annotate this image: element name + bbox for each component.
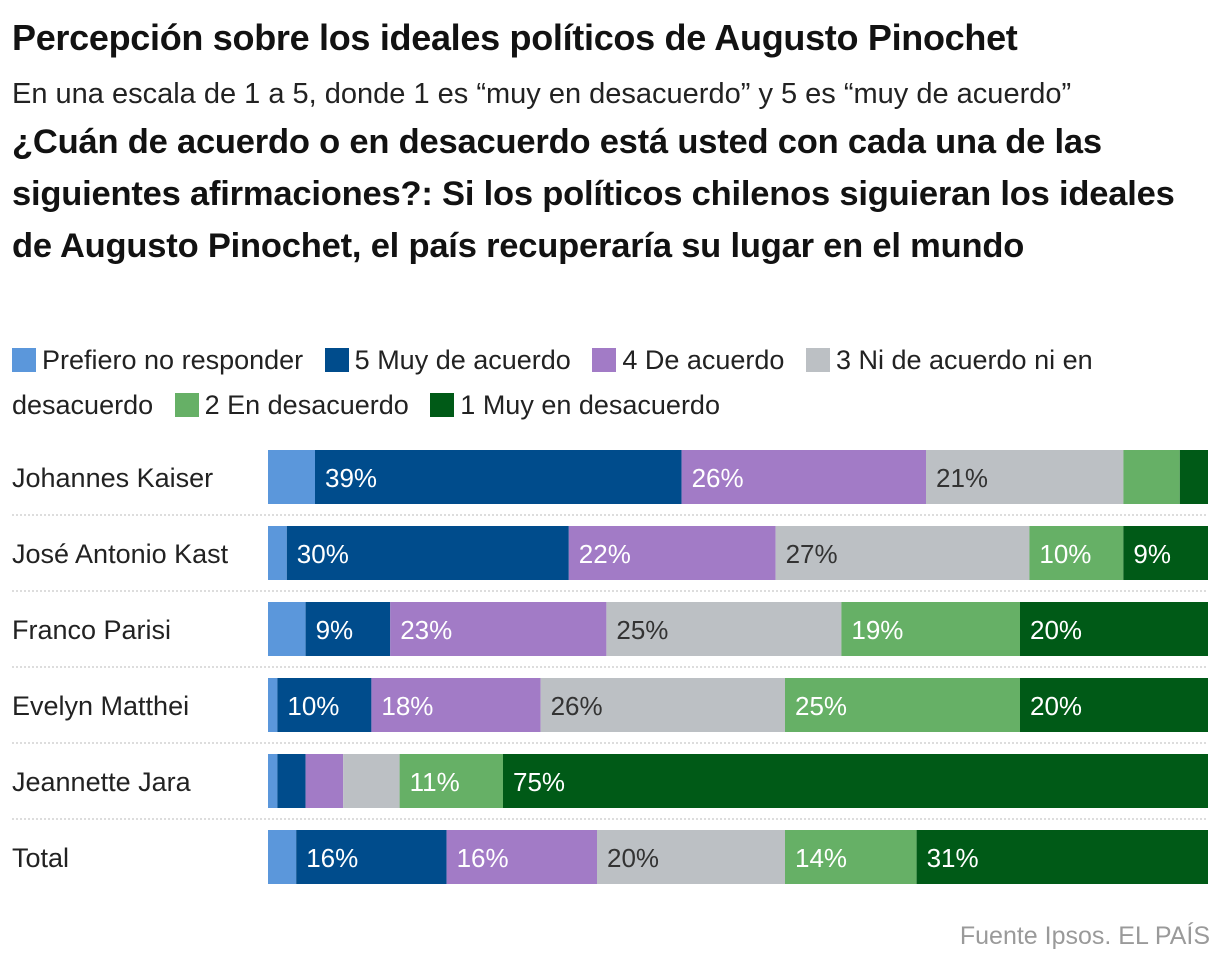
bar-segment	[268, 602, 306, 656]
data-label: 20%	[607, 843, 659, 873]
legend-item: 4 De acuerdo	[592, 345, 784, 375]
source-note: Fuente Ipsos. EL PAÍS	[959, 922, 1210, 950]
bar-segment	[568, 526, 776, 580]
bar-segment	[371, 678, 541, 732]
bar-segment	[785, 678, 1020, 732]
data-label: 14%	[795, 843, 847, 873]
legend-item: 2 En desacuerdo	[174, 390, 409, 420]
data-label: 10%	[1039, 539, 1091, 569]
bar-segment	[277, 754, 306, 808]
bar-segment	[1020, 678, 1208, 732]
bar-segment	[268, 526, 287, 580]
bar-segment	[785, 830, 917, 884]
bar-segment	[597, 830, 785, 884]
bar-segment	[1123, 450, 1180, 504]
legend-swatch	[324, 348, 349, 372]
bar-segment	[1123, 526, 1208, 580]
data-label: 20%	[1030, 615, 1082, 645]
category-label: Evelyn Matthei	[12, 691, 189, 721]
legend-item: Prefiero no responder	[12, 345, 303, 375]
data-label: 16%	[457, 843, 509, 873]
data-label: 25%	[616, 615, 668, 645]
bar-segment	[606, 602, 842, 656]
legend-item: 1 Muy en desacuerdo	[430, 390, 720, 420]
bar-segment	[1029, 526, 1124, 580]
bar-row: Johannes Kaiser 39% 26% 21%	[12, 450, 1208, 516]
data-label: 21%	[936, 463, 988, 493]
bar-segment	[775, 526, 1030, 580]
data-label: 25%	[795, 691, 847, 721]
chart-subtitle: En una escala de 1 a 5, donde 1 es “muy …	[12, 78, 1072, 110]
data-label: 11%	[410, 767, 460, 797]
bar-segment	[681, 450, 926, 504]
data-label: 22%	[579, 539, 631, 569]
data-label: 26%	[692, 463, 744, 493]
data-label: 26%	[551, 691, 603, 721]
bar-row: Franco Parisi 9% 23% 25% 19% 20%	[12, 602, 1208, 668]
bar-segment	[503, 754, 1208, 808]
bar-segment	[926, 450, 1124, 504]
legend-label: 3 Ni de acuerdo ni en desacuerdo	[12, 345, 1093, 420]
bar-segment	[286, 526, 569, 580]
bar-segment	[390, 602, 607, 656]
bar-row: Jeannette Jara 11% 75%	[12, 754, 1208, 820]
data-label: 75%	[513, 767, 565, 797]
legend-label: Prefiero no responder	[42, 345, 304, 375]
data-label: 31%	[927, 843, 979, 873]
bar-segment	[305, 754, 344, 808]
stacked-bar-chart: Johannes Kaiser 39% 26% 21% José Antonio Kas…	[12, 450, 1208, 884]
legend-label: 4 De acuerdo	[622, 345, 785, 375]
legend-swatch	[174, 393, 199, 417]
bar-row: Evelyn Matthei 10% 18% 26% 25% 20%	[12, 678, 1208, 744]
data-label: 23%	[400, 615, 452, 645]
bar-segment	[399, 754, 503, 808]
data-label: 9%	[316, 615, 354, 645]
data-label: 18%	[381, 691, 433, 721]
data-label: 10%	[287, 691, 339, 721]
data-label: 9%	[1133, 539, 1171, 569]
legend-label: 1 Muy en desacuerdo	[460, 390, 720, 420]
data-label: 19%	[851, 615, 903, 645]
data-label: 16%	[306, 843, 358, 873]
bar-segment	[916, 830, 1208, 884]
bar-segment	[305, 602, 391, 656]
legend-swatch	[592, 348, 617, 372]
category-label: Franco Parisi	[12, 615, 171, 645]
legend-label: 2 En desacuerdo	[204, 390, 409, 420]
category-label: Johannes Kaiser	[12, 463, 213, 493]
survey-question: ¿Cuán de acuerdo o en desacuerdo está us…	[12, 123, 1175, 265]
bar-row: José Antonio Kast 30% 22% 27% 10% 9%	[12, 526, 1208, 592]
bar-segment	[540, 678, 785, 732]
bar-row: Total 16% 16% 20% 14% 31%	[12, 830, 1208, 884]
category-label: Total	[12, 843, 69, 873]
bar-segment	[268, 754, 278, 808]
bar-segment	[315, 450, 682, 504]
bar-segment	[296, 830, 447, 884]
legend-item: 5 Muy de acuerdo	[324, 345, 571, 375]
legend-item: 3 Ni de acuerdo ni en desacuerdo	[12, 345, 1093, 420]
data-label: 27%	[786, 539, 838, 569]
data-label: 30%	[297, 539, 349, 569]
legend-swatch	[430, 393, 455, 417]
data-label: 20%	[1030, 691, 1082, 721]
bar-segment	[277, 678, 372, 732]
bar-segment	[841, 602, 1020, 656]
category-label: Jeannette Jara	[12, 767, 192, 797]
category-label: José Antonio Kast	[12, 539, 229, 569]
legend-swatch	[805, 348, 830, 372]
bar-segment	[268, 450, 315, 504]
legend-label: 5 Muy de acuerdo	[354, 345, 571, 375]
bar-segment	[1020, 602, 1208, 656]
legend: Prefiero no responder 5 Muy de acuerdo 4…	[12, 338, 1212, 428]
bar-segment	[268, 678, 278, 732]
bar-segment	[446, 830, 597, 884]
chart-title: Percepción sobre los ideales políticos d…	[12, 17, 1018, 58]
bar-segment	[343, 754, 400, 808]
legend-swatch	[12, 348, 36, 372]
bar-segment	[268, 830, 297, 884]
data-label: 39%	[325, 463, 377, 493]
bar-segment	[1179, 450, 1208, 504]
